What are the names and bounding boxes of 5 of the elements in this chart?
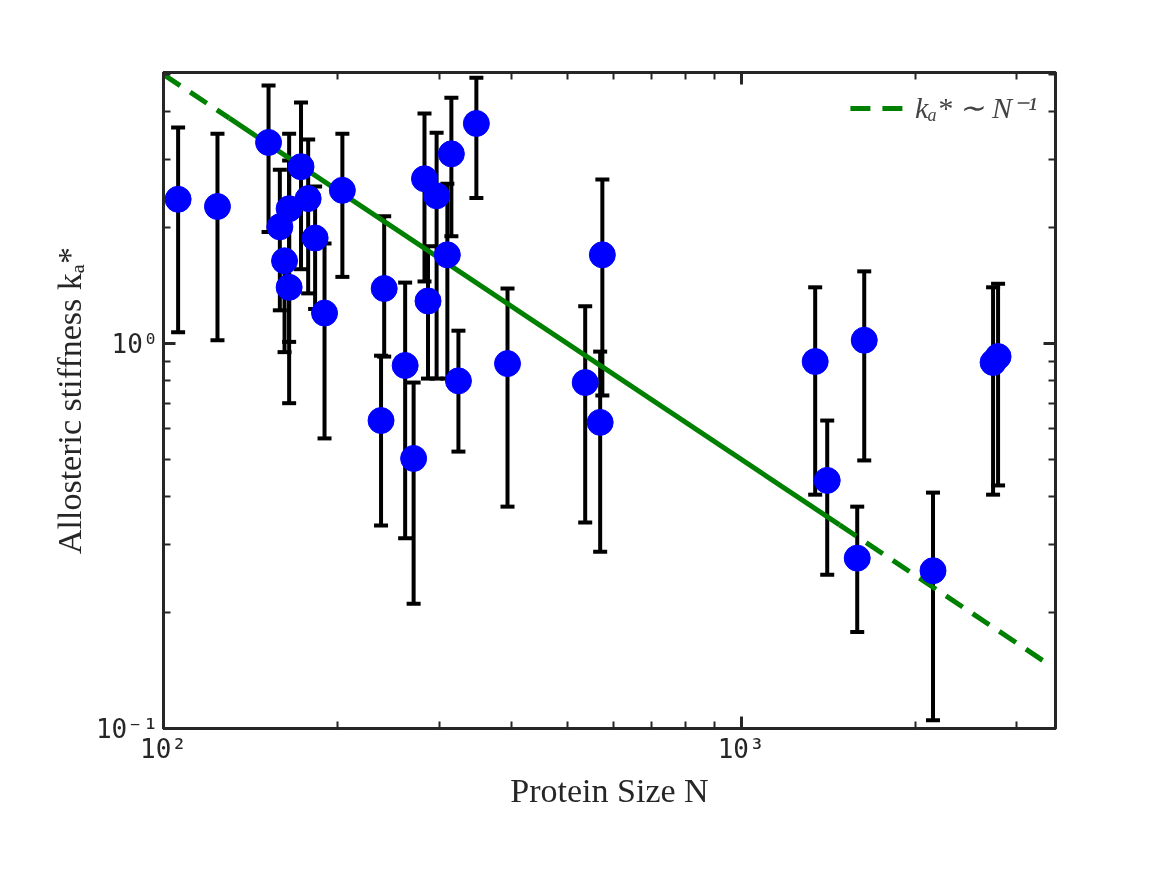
x-tick-label: 10³ (717, 733, 765, 764)
y-tick-label: 10⁰ (111, 328, 159, 359)
legend-label: kₐ* ∼ N⁻¹ (914, 90, 1037, 125)
y-axis-title: Allosteric stiffness kₐ* (50, 246, 88, 555)
x-axis-title: Protein Size N (510, 771, 709, 809)
